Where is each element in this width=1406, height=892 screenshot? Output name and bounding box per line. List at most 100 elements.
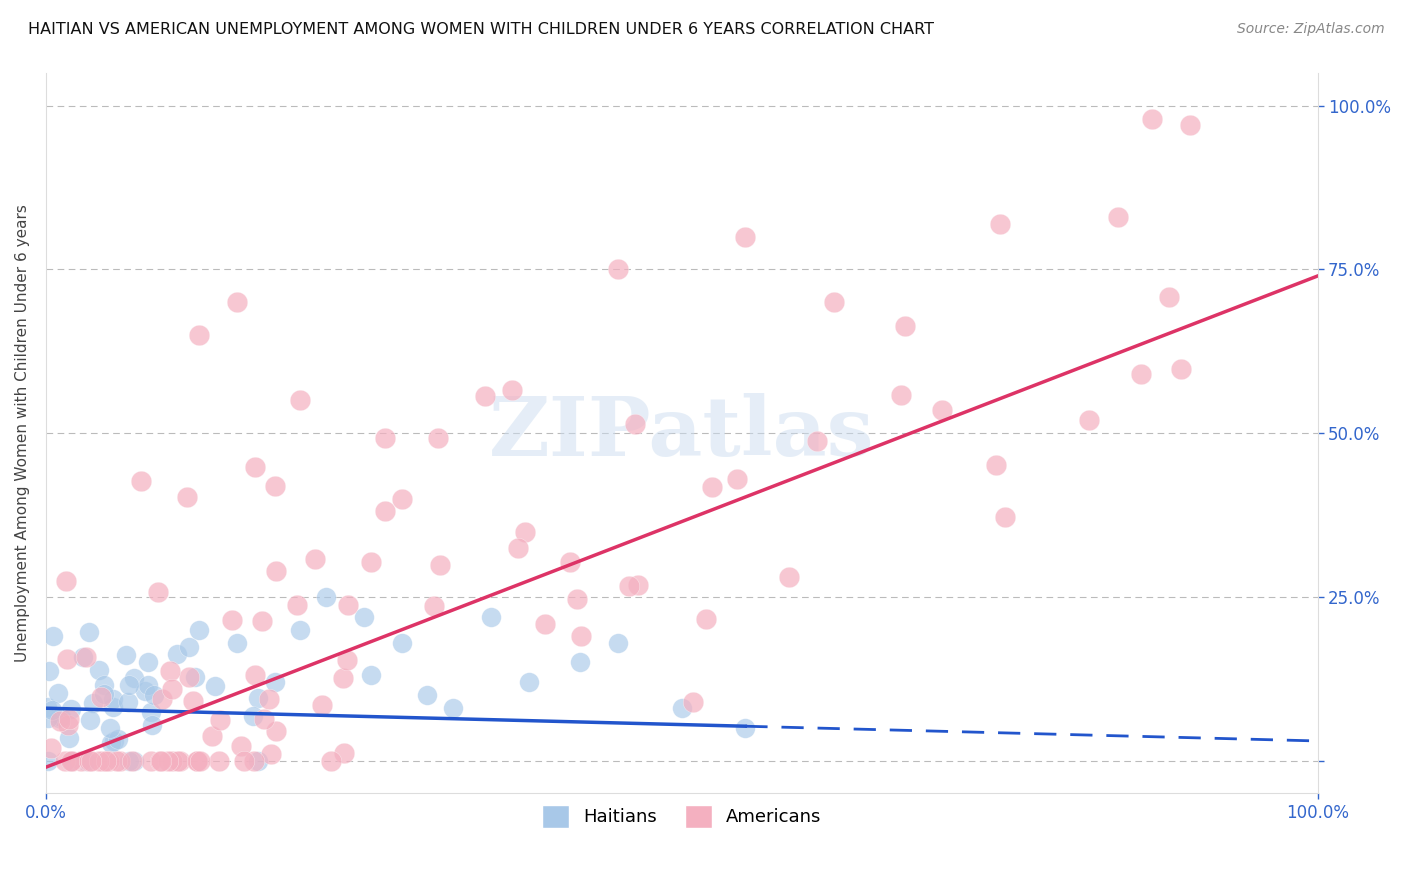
Point <box>160 754 183 768</box>
Point <box>427 431 450 445</box>
Point <box>138 678 160 692</box>
Point <box>931 402 953 417</box>
Point <box>143 688 166 702</box>
Point <box>60 754 83 768</box>
Point <box>391 636 413 650</box>
Point <box>311 698 333 712</box>
Point <box>53 754 76 768</box>
Point <box>184 670 207 684</box>
Point <box>894 319 917 334</box>
Point <box>725 472 748 486</box>
Point <box>285 599 308 613</box>
Point <box>115 648 138 663</box>
Point <box>87 754 110 768</box>
Point <box>187 623 209 637</box>
Point <box>994 509 1017 524</box>
Point <box>75 754 97 768</box>
Point <box>806 434 828 448</box>
Point <box>48 711 70 725</box>
Point <box>319 754 342 768</box>
Point <box>146 585 169 599</box>
Point <box>360 554 382 568</box>
Text: Source: ZipAtlas.com: Source: ZipAtlas.com <box>1237 22 1385 37</box>
Point <box>139 754 162 768</box>
Point <box>181 694 204 708</box>
Point <box>93 678 115 692</box>
Point <box>332 671 354 685</box>
Point <box>1180 119 1202 133</box>
Point <box>533 616 555 631</box>
Point <box>374 431 396 445</box>
Text: ZIPatlas: ZIPatlas <box>489 393 875 473</box>
Point <box>315 590 337 604</box>
Point <box>429 558 451 572</box>
Point <box>263 478 285 492</box>
Point <box>122 671 145 685</box>
Point <box>108 754 131 768</box>
Point <box>984 458 1007 472</box>
Point <box>513 524 536 539</box>
Point <box>156 754 179 768</box>
Point <box>159 664 181 678</box>
Point <box>263 675 285 690</box>
Point <box>82 696 104 710</box>
Point <box>94 754 117 768</box>
Point <box>1142 112 1164 126</box>
Point <box>89 664 111 678</box>
Point <box>129 474 152 488</box>
Point <box>79 754 101 768</box>
Point <box>186 754 208 768</box>
Point <box>569 629 592 643</box>
Point <box>391 491 413 506</box>
Point <box>59 754 82 768</box>
Point <box>58 731 80 745</box>
Point <box>702 479 724 493</box>
Point <box>60 754 83 768</box>
Point <box>245 668 267 682</box>
Point <box>231 739 253 753</box>
Point <box>141 718 163 732</box>
Point <box>107 732 129 747</box>
Point <box>35 699 58 714</box>
Point <box>619 579 641 593</box>
Point <box>266 564 288 578</box>
Point <box>1170 362 1192 376</box>
Point <box>188 754 211 768</box>
Point <box>141 705 163 719</box>
Point <box>103 691 125 706</box>
Point <box>98 721 121 735</box>
Point <box>167 754 190 768</box>
Point <box>121 754 143 768</box>
Point <box>336 598 359 612</box>
Point <box>118 678 141 692</box>
Point <box>479 609 502 624</box>
Point <box>1077 413 1099 427</box>
Point <box>77 625 100 640</box>
Point <box>160 682 183 697</box>
Point <box>208 754 231 768</box>
Point <box>225 636 247 650</box>
Point <box>150 692 173 706</box>
Point <box>734 229 756 244</box>
Point <box>49 709 72 723</box>
Point <box>232 754 254 768</box>
Point <box>37 711 59 725</box>
Point <box>122 754 145 768</box>
Point <box>501 384 523 398</box>
Point <box>134 684 156 698</box>
Text: HAITIAN VS AMERICAN UNEMPLOYMENT AMONG WOMEN WITH CHILDREN UNDER 6 YEARS CORRELA: HAITIAN VS AMERICAN UNEMPLOYMENT AMONG W… <box>28 22 934 37</box>
Point <box>58 718 80 732</box>
Point <box>93 688 115 702</box>
Point <box>56 652 79 666</box>
Point <box>46 686 69 700</box>
Point <box>247 690 270 705</box>
Point <box>682 695 704 709</box>
Point <box>374 504 396 518</box>
Point <box>336 653 359 667</box>
Point <box>569 656 592 670</box>
Point <box>671 701 693 715</box>
Point <box>60 702 83 716</box>
Point <box>607 262 630 277</box>
Point <box>890 388 912 402</box>
Point <box>734 721 756 735</box>
